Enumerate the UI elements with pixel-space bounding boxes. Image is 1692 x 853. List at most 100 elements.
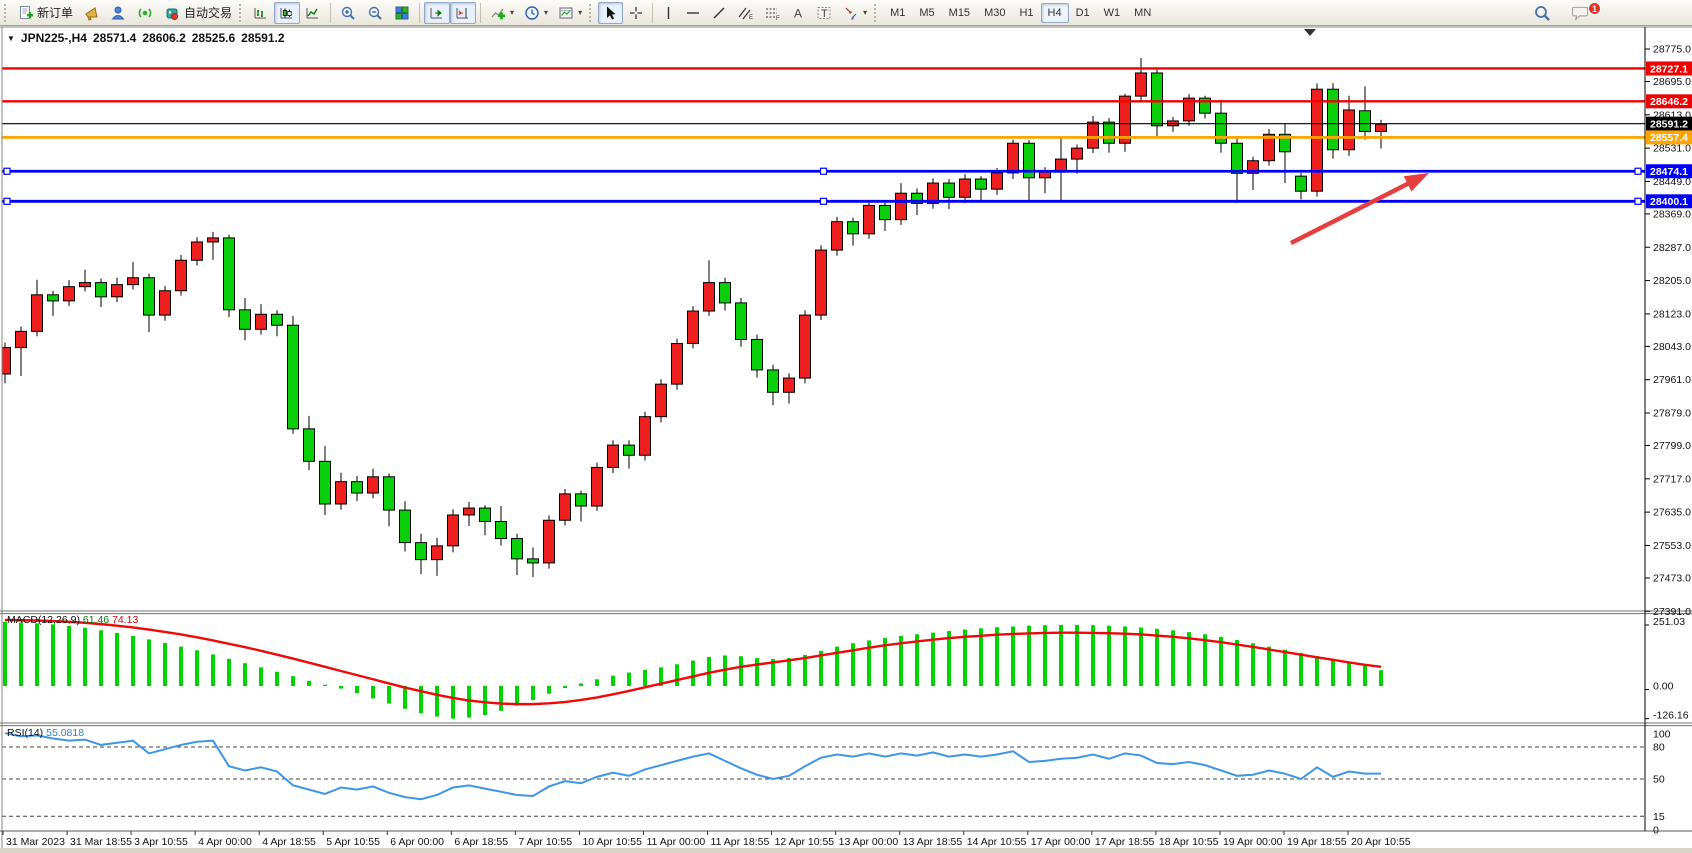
svg-text:0: 0: [1653, 825, 1659, 837]
dropdown-caret: ▾: [510, 8, 515, 17]
new-order-button[interactable]: 新订单: [13, 2, 78, 24]
rsi-grid: [2, 746, 1645, 817]
price-badge: [1646, 116, 1692, 131]
time-label: 17 Apr 18:55: [1095, 836, 1155, 848]
timeframe-button-H1[interactable]: H1: [1019, 6, 1034, 19]
time-label: 4 Apr 00:00: [198, 836, 252, 848]
timeframe-button-W1[interactable]: W1: [1103, 6, 1121, 19]
macd-scale: 251.03 0.00 -126.16: [1645, 616, 1689, 722]
toolbar-grip[interactable]: [239, 3, 244, 22]
equidistant-channel-button[interactable]: E: [732, 2, 759, 24]
templates-button[interactable]: ▾: [553, 2, 587, 24]
periods-button[interactable]: ▾: [519, 2, 553, 24]
community-button[interactable]: [105, 2, 132, 24]
auto-trading-button[interactable]: 自动交易: [159, 2, 237, 24]
indicators-button[interactable]: ▾: [485, 2, 519, 24]
line-chart-button[interactable]: [300, 2, 326, 24]
dropdown-caret: ▾: [578, 8, 583, 17]
svg-text:T: T: [821, 8, 828, 20]
svg-text:28287.0: 28287.0: [1653, 242, 1691, 254]
signals-button[interactable]: [132, 2, 159, 24]
chart-collapse-icon[interactable]: ▼: [7, 33, 15, 43]
toolbar: 新订单 自动交易: [0, 0, 1692, 26]
line-handle[interactable]: [3, 197, 11, 205]
trendline-button[interactable]: [706, 2, 732, 24]
dropdown-caret: ▾: [863, 8, 868, 17]
svg-text:27961.0: 27961.0: [1653, 374, 1691, 386]
dropdown-caret: ▾: [544, 8, 549, 17]
toolbar-grip[interactable]: [874, 3, 879, 22]
auto-scroll-button[interactable]: [424, 1, 451, 24]
indicators-icon: [491, 8, 506, 19]
notifications-button[interactable]: 1: [1566, 2, 1601, 24]
horizontal-line-button[interactable]: [680, 2, 706, 24]
svg-text:27717.0: 27717.0: [1653, 473, 1691, 485]
svg-text:100: 100: [1653, 729, 1671, 741]
crosshair-button[interactable]: [623, 2, 648, 24]
text-button[interactable]: A: [786, 2, 811, 24]
svg-text:E: E: [749, 15, 753, 21]
line-handle[interactable]: [1634, 167, 1642, 175]
timeframe-button-H4[interactable]: H4: [1040, 2, 1069, 23]
svg-text:28646.2: 28646.2: [1650, 96, 1688, 108]
search-button[interactable]: [1528, 2, 1556, 24]
horizontal-lines: [2, 67, 1645, 205]
time-label: 12 Apr 10:55: [775, 836, 835, 848]
cursor-icon: [607, 6, 616, 19]
timeframe-button-D1[interactable]: D1: [1075, 6, 1090, 19]
time-label: 4 Apr 18:55: [262, 836, 316, 848]
cursor-button[interactable]: [598, 1, 624, 24]
line-handle[interactable]: [819, 167, 828, 175]
text-label-icon: T: [817, 6, 831, 20]
line-handle[interactable]: [3, 167, 11, 175]
new-order-label: 新订单: [37, 6, 74, 20]
bar-chart-button[interactable]: [248, 2, 274, 24]
time-label: 3 Apr 10:55: [134, 836, 188, 848]
chart-shift-marker[interactable]: [1304, 29, 1316, 36]
toolbar-grip[interactable]: [589, 3, 594, 22]
timeframe-button-M5[interactable]: M5: [919, 6, 935, 19]
line-chart-icon: [306, 7, 319, 18]
tile-windows-button[interactable]: [389, 2, 415, 24]
price-axis[interactable]: 28775.028695.028613.028531.028449.028369…: [1645, 44, 1692, 618]
text-label-button[interactable]: T: [811, 2, 838, 24]
time-axis[interactable]: 31 Mar 2023 31 Mar 18:55 3 Apr 10:55 4 Apr …: [2, 831, 1411, 848]
timeframe-button-M30[interactable]: M30: [984, 6, 1006, 19]
candlestick-icon: [280, 7, 293, 18]
time-label: 11 Apr 18:55: [711, 836, 770, 848]
chart-shift-button[interactable]: [450, 1, 477, 24]
svg-text:27553.0: 27553.0: [1653, 540, 1691, 552]
time-label: 20 Apr 10:55: [1351, 836, 1411, 848]
search-icon: [1535, 6, 1550, 21]
zoom-in-button[interactable]: [335, 2, 362, 24]
time-label: 5 Apr 10:55: [326, 836, 380, 848]
vertical-line-button[interactable]: [657, 2, 680, 24]
price-badge: [1646, 194, 1692, 209]
fibonacci-button[interactable]: F: [759, 2, 786, 24]
svg-text:27473.0: 27473.0: [1653, 572, 1691, 584]
time-label: 31 Mar 18:55: [70, 836, 132, 848]
line-handle[interactable]: [819, 197, 828, 205]
timeframe-button-M1[interactable]: M1: [890, 6, 906, 19]
arrows-button[interactable]: ▾: [838, 2, 872, 24]
trend-arrow-annotation[interactable]: [1289, 173, 1429, 246]
zoom-out-button[interactable]: [362, 2, 389, 24]
svg-text:28043.0: 28043.0: [1653, 341, 1691, 353]
timeframe-button-MN[interactable]: MN: [1134, 6, 1152, 19]
trendline-icon: [713, 7, 725, 18]
candlestick-button[interactable]: [274, 1, 301, 24]
auto-scroll-icon: [430, 7, 443, 18]
template-icon: [559, 7, 573, 18]
rsi-value: 55.0818: [46, 727, 85, 739]
svg-text:251.03: 251.03: [1653, 616, 1685, 628]
timeframe-button-M15[interactable]: M15: [948, 6, 971, 19]
svg-text:28400.1: 28400.1: [1650, 196, 1688, 208]
toolbar-grip[interactable]: [4, 3, 9, 22]
line-handle[interactable]: [1634, 197, 1642, 205]
svg-text:27799.0: 27799.0: [1653, 440, 1691, 452]
megaphone-button[interactable]: [78, 2, 105, 24]
svg-text:A: A: [794, 6, 802, 20]
